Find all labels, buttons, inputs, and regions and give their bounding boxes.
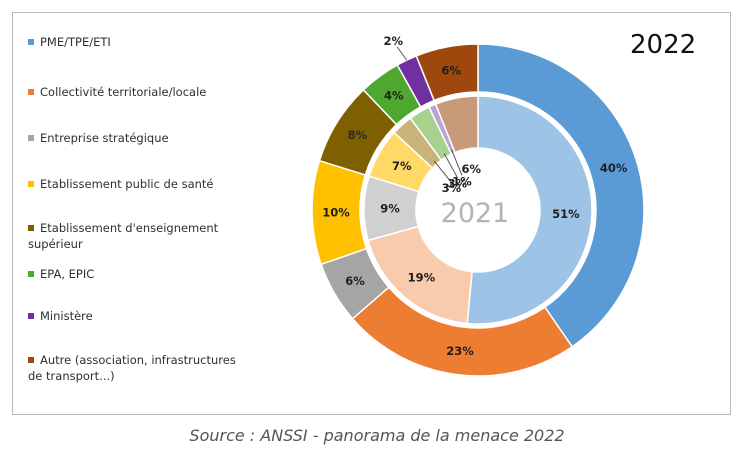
source-caption: Source : ANSSI - panorama de la menace 2… xyxy=(189,426,565,445)
slice-label: 6% xyxy=(462,162,482,176)
donut-slice xyxy=(415,43,479,102)
legend-item: PME/TPE/ETI xyxy=(28,34,278,50)
label-leader-line xyxy=(443,153,458,178)
slice-label: 10% xyxy=(322,205,350,219)
slice-label: 9% xyxy=(380,202,400,216)
donut-slice xyxy=(477,43,645,348)
slice-label: 23% xyxy=(446,344,474,358)
slice-label: 7% xyxy=(392,159,412,173)
slice-label: 6% xyxy=(441,64,461,78)
slice-label: 3% xyxy=(448,177,468,191)
legend-label: Etablissement d'enseignement xyxy=(40,221,219,235)
slice-label: 19% xyxy=(408,270,436,284)
label-leader-line xyxy=(396,46,408,61)
label-leader-line xyxy=(433,160,452,183)
legend-item: Etablissement d'enseignement supérieur xyxy=(28,220,278,252)
slice-label: 6% xyxy=(345,274,365,288)
chart-title: 2022 xyxy=(630,30,697,60)
slice-label: 1% xyxy=(452,174,472,188)
legend-marker xyxy=(28,271,34,277)
slice-label: 4% xyxy=(384,89,404,103)
legend-item: Etablissement public de santé xyxy=(28,176,278,192)
legend-item: EPA, EPIC xyxy=(28,266,278,282)
inner-ring-year-label: 2021 xyxy=(441,198,510,229)
slice-label: 3% xyxy=(442,181,462,195)
legend-marker xyxy=(28,181,34,187)
legend-label: supérieur xyxy=(28,237,83,251)
legend-label: de transport...) xyxy=(28,369,115,383)
legend-label: Etablissement public de santé xyxy=(40,177,214,191)
slice-label: 51% xyxy=(552,207,580,221)
legend-label: PME/TPE/ETI xyxy=(40,35,111,49)
slice-label: 8% xyxy=(348,128,368,142)
legend-label: Entreprise stratégique xyxy=(40,131,169,145)
legend-item: Ministère xyxy=(28,308,278,324)
slice-label: 40% xyxy=(600,161,628,175)
legend-label: EPA, EPIC xyxy=(40,267,95,281)
slice-label: 2% xyxy=(383,34,403,48)
legend-marker xyxy=(28,313,34,319)
legend-label: Autre (association, infrastructures xyxy=(40,353,236,367)
inner-ring-2021 xyxy=(363,95,593,325)
legend-item: Autre (association, infrastructures de tr… xyxy=(28,352,278,384)
label-leader-line xyxy=(451,149,463,176)
slice-labels: 40%23%6%10%8%4%2%6%51%19%9%7%3%3%1%6% xyxy=(322,34,628,358)
legend-marker xyxy=(28,225,34,231)
donut-slice xyxy=(434,95,479,154)
outer-ring-2022 xyxy=(311,43,645,377)
legend-label: Ministère xyxy=(40,309,93,323)
legend-marker xyxy=(28,135,34,141)
legend-item: Entreprise stratégique xyxy=(28,130,278,146)
legend-label: Collectivité territoriale/locale xyxy=(40,85,207,99)
donut-slice xyxy=(466,95,593,325)
legend-item: Collectivité territoriale/locale xyxy=(28,84,278,100)
legend-marker xyxy=(28,39,34,45)
legend-marker xyxy=(28,89,34,95)
legend-marker xyxy=(28,357,34,363)
